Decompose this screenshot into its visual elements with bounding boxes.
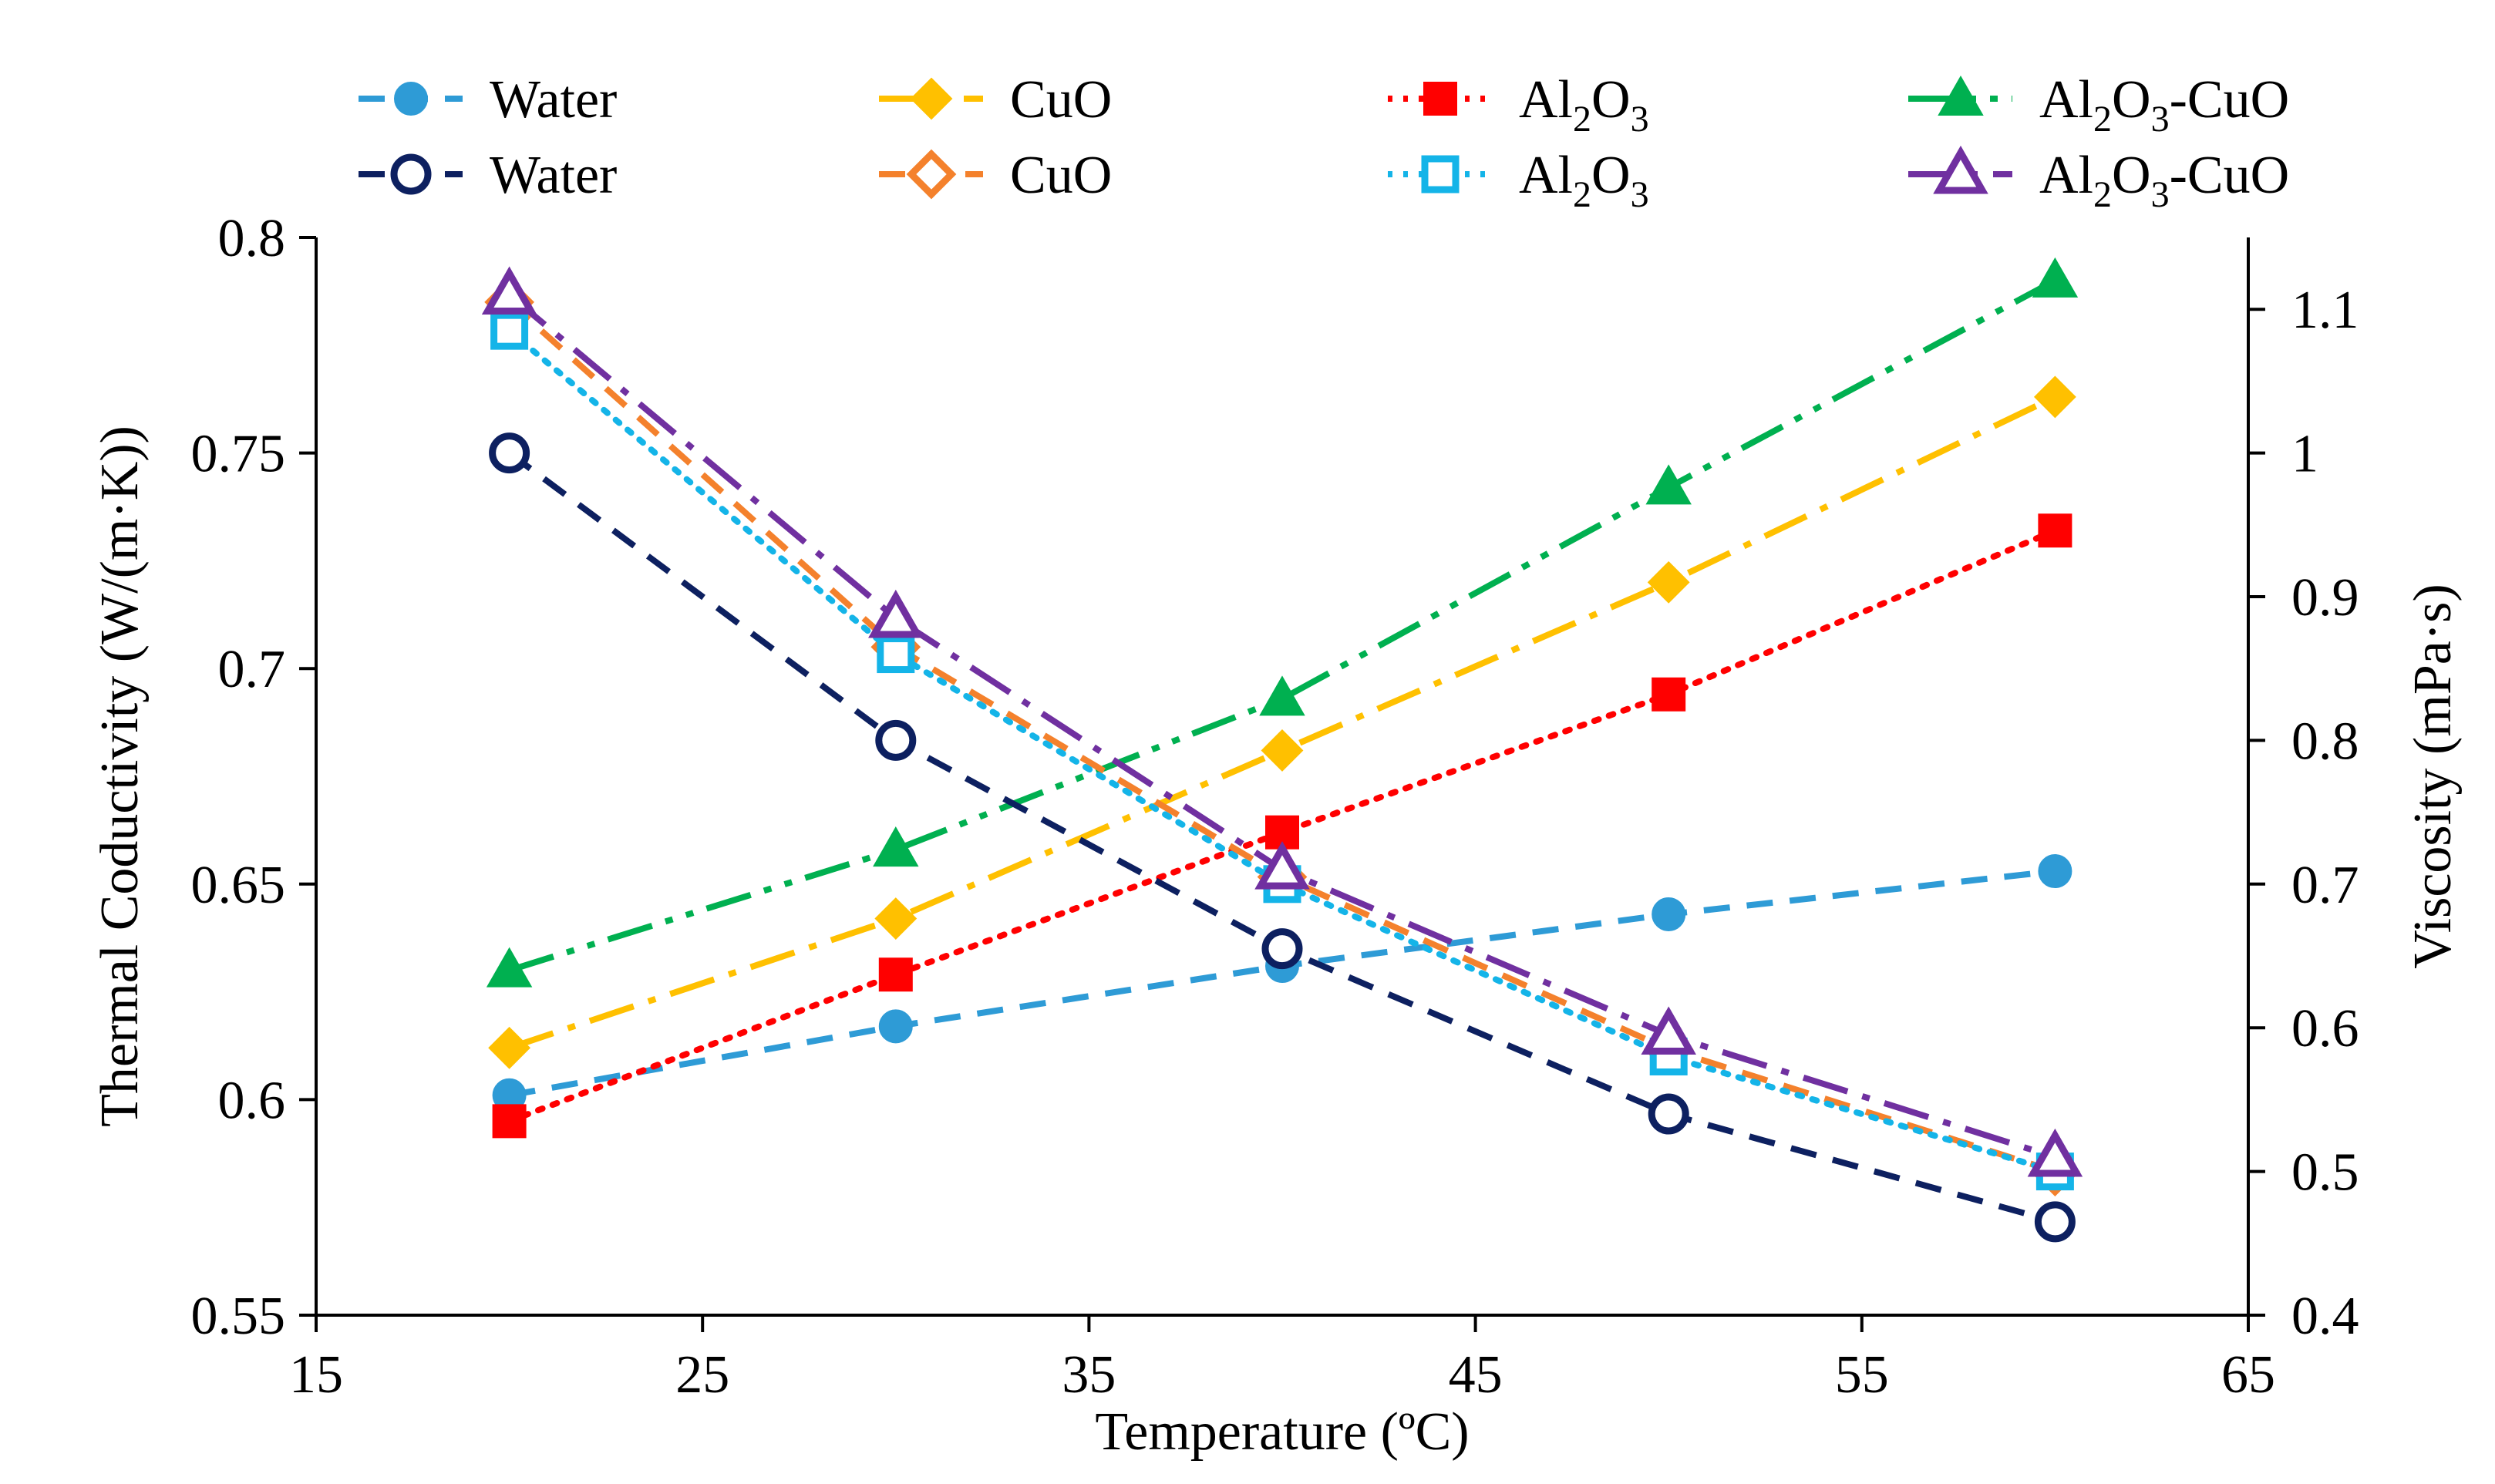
legend-item: Water bbox=[359, 146, 617, 205]
y-tick-label-right: 1 bbox=[2291, 425, 2318, 484]
series-1 bbox=[488, 375, 2076, 1069]
data-point bbox=[492, 1104, 527, 1139]
data-point bbox=[2032, 257, 2079, 298]
x-tick-label: 35 bbox=[1062, 1345, 1116, 1405]
legend-item: Al2O3-CuO bbox=[1908, 70, 2289, 140]
legend-label: CuO bbox=[1010, 70, 1112, 130]
legend-item: Water bbox=[359, 70, 617, 130]
legend-marker bbox=[390, 153, 432, 195]
y-axis-title-left: Thermal Coductivity (W/(m·K)) bbox=[90, 426, 150, 1127]
legend-label: Al2O3-CuO bbox=[2039, 146, 2289, 215]
x-axis-title: Temperature (ºC) bbox=[1095, 1402, 1469, 1462]
data-point bbox=[486, 947, 533, 988]
legend-marker bbox=[1421, 155, 1460, 193]
data-point bbox=[2038, 854, 2072, 889]
x-tick-label: 25 bbox=[675, 1345, 729, 1405]
y-tick-label-left: 0.65 bbox=[191, 856, 286, 915]
data-point bbox=[489, 432, 530, 474]
legend-label: Al2O3-CuO bbox=[2039, 70, 2289, 140]
legend-item: Al2O3 bbox=[1388, 70, 1649, 140]
data-point bbox=[1647, 560, 1690, 604]
y-tick-label-left: 0.8 bbox=[218, 209, 286, 268]
legend-marker bbox=[394, 82, 428, 116]
data-point bbox=[1254, 841, 1310, 890]
data-point bbox=[488, 1026, 531, 1069]
legend-marker bbox=[906, 149, 957, 200]
data-point bbox=[2038, 513, 2072, 548]
legend-item: CuO bbox=[879, 70, 1112, 130]
legend-marker bbox=[1423, 82, 1457, 116]
y-tick-label-right: 0.7 bbox=[2291, 856, 2359, 915]
legend-label: CuO bbox=[1010, 146, 1112, 205]
data-point bbox=[1641, 1006, 1696, 1055]
x-tick-label: 15 bbox=[289, 1345, 343, 1405]
legend-marker bbox=[910, 77, 953, 120]
data-point bbox=[873, 826, 919, 867]
data-point bbox=[868, 589, 924, 638]
series-2 bbox=[492, 513, 2072, 1139]
series-line bbox=[507, 292, 2056, 1160]
legend-item: CuO bbox=[879, 146, 1112, 205]
y-axis-title-right: Viscosity (mPa·s) bbox=[2403, 584, 2463, 968]
x-tick-label: 45 bbox=[1449, 1345, 1503, 1405]
data-point bbox=[490, 311, 529, 350]
data-point bbox=[1261, 729, 1304, 772]
legend-label: Water bbox=[490, 70, 617, 130]
legend-label: Al2O3 bbox=[1519, 146, 1649, 215]
series-line bbox=[508, 868, 2056, 1099]
data-point bbox=[2033, 375, 2076, 419]
data-point bbox=[875, 719, 917, 761]
legend-label: Al2O3 bbox=[1519, 70, 1649, 140]
legend-item: Al2O3 bbox=[1388, 146, 1649, 215]
data-point bbox=[1645, 464, 1692, 505]
data-point bbox=[1652, 677, 1686, 712]
legend-marker bbox=[1938, 75, 1984, 116]
y-tick-label-right: 0.6 bbox=[2291, 999, 2359, 1058]
data-point bbox=[1259, 675, 1305, 716]
y-tick-label-right: 0.4 bbox=[2291, 1287, 2359, 1346]
series-line bbox=[508, 278, 2057, 974]
data-point bbox=[2027, 1128, 2083, 1177]
series-line bbox=[506, 527, 2059, 1125]
data-point bbox=[2034, 1201, 2076, 1243]
y-tick-label-left: 0.6 bbox=[218, 1071, 286, 1130]
x-tick-label: 65 bbox=[2221, 1345, 2275, 1405]
legend: Water CuO Al2O3 Al2O3-CuO Water CuO Al2O3 Al2O3… bbox=[359, 70, 2289, 215]
y-tick-label-left: 0.75 bbox=[191, 425, 286, 484]
y-tick-label-left: 0.55 bbox=[191, 1287, 286, 1346]
data-point bbox=[1652, 897, 1686, 931]
series-layer bbox=[481, 257, 2083, 1243]
data-point bbox=[878, 957, 913, 992]
data-point bbox=[874, 897, 918, 940]
y-tick-label-right: 1.1 bbox=[2291, 281, 2359, 340]
series-3 bbox=[486, 257, 2079, 988]
y-tick-label-right: 0.5 bbox=[2291, 1143, 2359, 1203]
series-4 bbox=[489, 432, 2076, 1243]
data-point bbox=[481, 266, 537, 315]
axes-layer: 15 25 35 45 55 65 0.55 0.6 0.65 0.7 0.75 0.8 0.4 0.5 0… bbox=[90, 209, 2463, 1462]
data-point bbox=[1261, 928, 1303, 970]
legend-label: Water bbox=[490, 146, 617, 205]
y-tick-label-right: 0.8 bbox=[2291, 712, 2359, 771]
y-tick-label-left: 0.7 bbox=[218, 640, 286, 699]
data-point bbox=[878, 1009, 913, 1044]
series-7 bbox=[481, 266, 2083, 1177]
legend-item: Al2O3-CuO bbox=[1908, 145, 2289, 215]
y-tick-label-right: 0.9 bbox=[2291, 568, 2359, 628]
data-point bbox=[877, 635, 915, 674]
legend-marker bbox=[1933, 145, 1988, 194]
x-tick-label: 55 bbox=[1835, 1345, 1889, 1405]
data-point bbox=[1648, 1093, 1689, 1135]
